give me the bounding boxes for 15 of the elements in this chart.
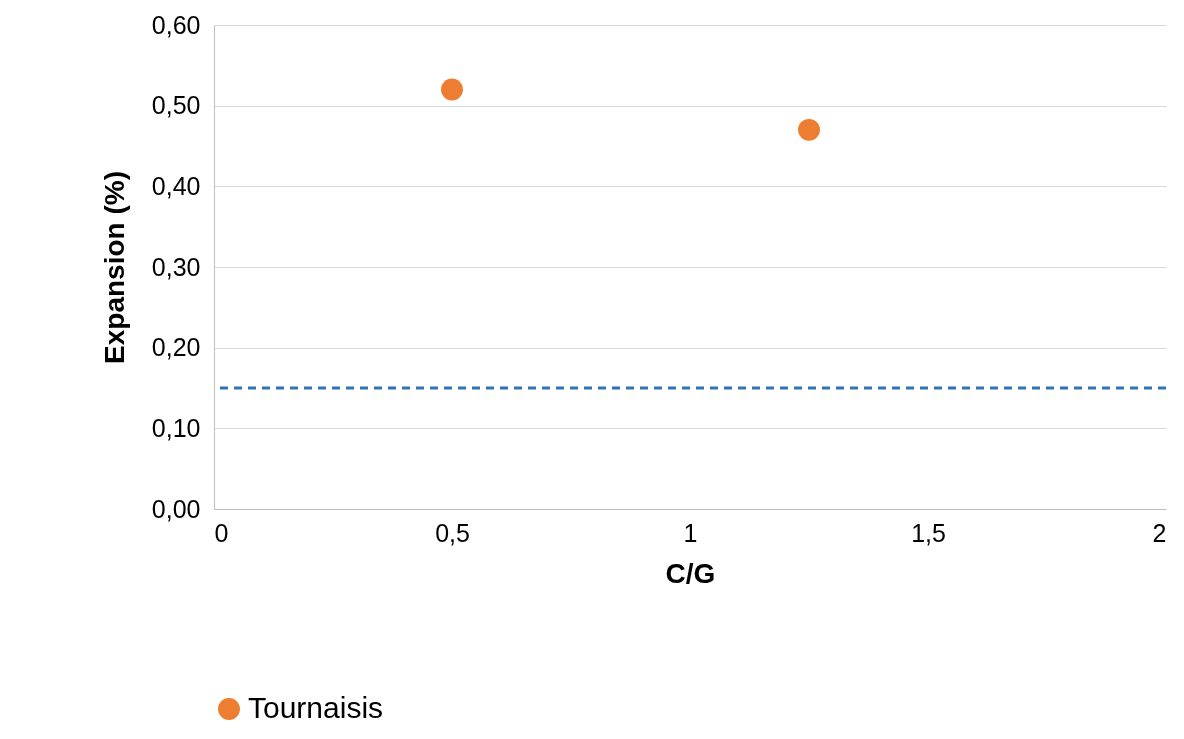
x-tick-label: 0,5 bbox=[435, 518, 470, 547]
y-tick-label: 0,60 bbox=[151, 10, 201, 39]
x-tick-label: 1 bbox=[683, 518, 698, 547]
x-tick-label: 0 bbox=[214, 518, 229, 547]
x-tick-label: 1,5 bbox=[911, 518, 946, 547]
y-tick-label: 0,40 bbox=[151, 171, 201, 200]
y-tick-label: 0,30 bbox=[151, 252, 201, 281]
legend-label: Tournaisis bbox=[248, 691, 384, 724]
x-tick-label: 2 bbox=[1152, 518, 1167, 547]
y-axis-title: Expansion (%) bbox=[98, 171, 130, 364]
y-tick-label: 0,20 bbox=[151, 333, 201, 362]
y-tick-label: 0,00 bbox=[151, 494, 201, 523]
y-tick-label: 0,10 bbox=[151, 413, 201, 442]
x-axis-title: C/G bbox=[665, 557, 716, 589]
y-tick-label: 0,50 bbox=[151, 91, 201, 120]
